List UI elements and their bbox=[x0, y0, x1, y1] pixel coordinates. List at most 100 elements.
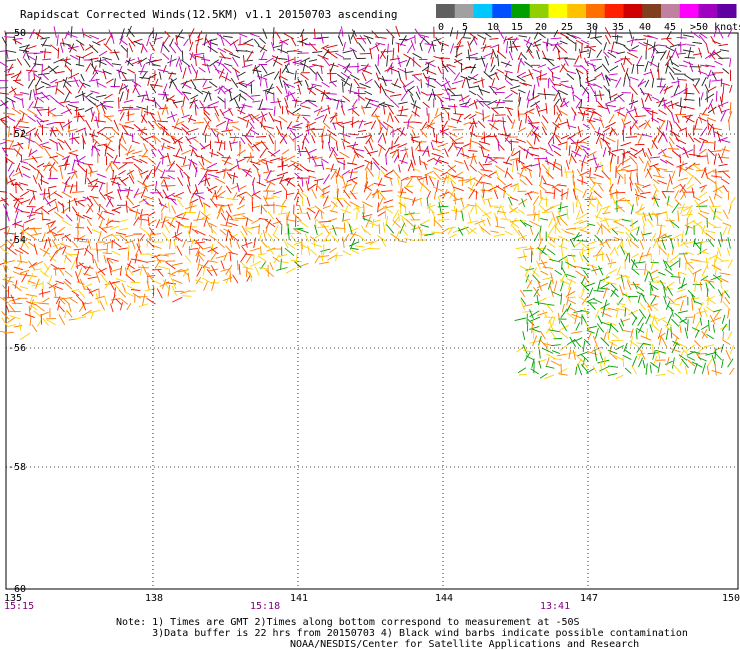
wind-barb bbox=[627, 237, 631, 247]
wind-barb bbox=[420, 78, 423, 89]
wind-barb bbox=[148, 157, 157, 165]
wind-barb bbox=[101, 225, 113, 229]
wind-barb bbox=[328, 147, 336, 158]
wind-barb bbox=[21, 272, 28, 283]
wind-barb bbox=[12, 142, 24, 147]
wind-barb bbox=[314, 232, 324, 239]
wind-barb bbox=[8, 126, 10, 137]
wind-barb bbox=[118, 289, 127, 298]
wind-barb bbox=[493, 189, 499, 200]
wind-barb bbox=[43, 188, 46, 201]
wind-barb bbox=[10, 294, 16, 305]
wind-barb bbox=[468, 188, 476, 199]
wind-barb bbox=[202, 202, 211, 208]
wind-barb bbox=[532, 84, 536, 96]
wind-barb bbox=[614, 248, 619, 256]
wind-barb bbox=[574, 55, 580, 65]
wind-barb bbox=[722, 68, 730, 74]
wind-barb bbox=[618, 322, 624, 331]
wind-barb bbox=[715, 256, 723, 262]
wind-barb bbox=[624, 252, 629, 263]
wind-barb bbox=[564, 58, 569, 67]
wind-barb bbox=[264, 197, 275, 199]
wind-barb bbox=[594, 345, 603, 354]
wind-barb bbox=[519, 167, 524, 178]
wind-barb bbox=[339, 151, 350, 159]
wind-barb bbox=[517, 51, 522, 60]
wind-barb bbox=[447, 105, 458, 108]
wind-barb bbox=[256, 75, 268, 80]
wind-barb bbox=[132, 83, 138, 94]
wind-barb bbox=[670, 112, 675, 123]
wind-barb bbox=[637, 78, 644, 88]
wind-barb bbox=[386, 55, 389, 67]
wind-barb bbox=[102, 233, 113, 240]
wind-barb bbox=[724, 296, 731, 305]
wind-barb bbox=[297, 183, 304, 193]
wind-barb bbox=[298, 228, 309, 234]
wind-barb bbox=[546, 303, 554, 313]
wind-barb bbox=[305, 180, 310, 191]
wind-barb bbox=[560, 165, 563, 177]
wind-barb bbox=[422, 101, 430, 108]
wind-barb bbox=[538, 335, 542, 346]
wind-barb bbox=[533, 288, 539, 297]
wind-barb bbox=[684, 74, 695, 82]
wind-barb bbox=[82, 91, 85, 102]
wind-barb bbox=[400, 176, 409, 182]
wind-barb bbox=[151, 149, 156, 157]
wind-barb bbox=[347, 90, 358, 94]
wind-barb bbox=[684, 251, 694, 255]
wind-barb bbox=[314, 205, 325, 214]
wind-barb bbox=[244, 38, 254, 44]
wind-barb bbox=[34, 97, 39, 109]
wind-barb bbox=[286, 242, 295, 249]
wind-barb bbox=[42, 58, 52, 61]
wind-barb bbox=[680, 318, 688, 325]
wind-barb bbox=[5, 154, 8, 164]
wind-barb bbox=[13, 148, 22, 157]
wind-barb bbox=[660, 336, 668, 348]
wind-barb bbox=[719, 96, 723, 107]
wind-barb bbox=[251, 225, 260, 229]
wind-barb bbox=[464, 225, 470, 233]
wind-barb bbox=[549, 204, 561, 208]
wind-barb bbox=[555, 135, 562, 144]
wind-barb bbox=[446, 64, 456, 68]
wind-barb bbox=[273, 70, 280, 80]
wind-barb bbox=[225, 210, 234, 221]
wind-barb bbox=[404, 237, 415, 242]
wind-barb bbox=[351, 109, 360, 117]
wind-barb bbox=[83, 288, 92, 291]
wind-barb bbox=[437, 196, 444, 207]
wind-barb bbox=[697, 64, 702, 75]
wind-barb bbox=[609, 128, 614, 137]
wind-barb bbox=[96, 82, 107, 88]
wind-barb bbox=[58, 142, 64, 151]
wind-barb bbox=[457, 227, 464, 236]
wind-barb bbox=[62, 246, 67, 255]
wind-barb bbox=[604, 56, 610, 66]
wind-barb bbox=[284, 247, 295, 256]
wind-barb bbox=[153, 97, 157, 108]
wind-barb bbox=[705, 306, 715, 313]
wind-barb bbox=[514, 317, 526, 322]
latitude-labels: -50-52-54-56-58-60 bbox=[8, 28, 26, 595]
wind-barb bbox=[461, 65, 472, 71]
wind-barb bbox=[530, 163, 541, 167]
wind-barb bbox=[651, 315, 656, 327]
wind-barb bbox=[146, 280, 150, 290]
lon-label: 138 bbox=[145, 593, 163, 604]
wind-barb bbox=[61, 38, 65, 47]
wind-barb bbox=[518, 57, 523, 67]
wind-barb bbox=[58, 297, 66, 305]
wind-barb bbox=[600, 308, 611, 311]
wind-barb bbox=[581, 295, 589, 305]
wind-barb bbox=[190, 94, 199, 100]
wind-barb bbox=[683, 49, 695, 53]
wind-barb bbox=[416, 176, 423, 185]
wind-barb bbox=[649, 364, 652, 374]
wind-barb bbox=[301, 177, 304, 187]
wind-barb bbox=[666, 369, 675, 375]
wind-barb bbox=[15, 210, 19, 219]
